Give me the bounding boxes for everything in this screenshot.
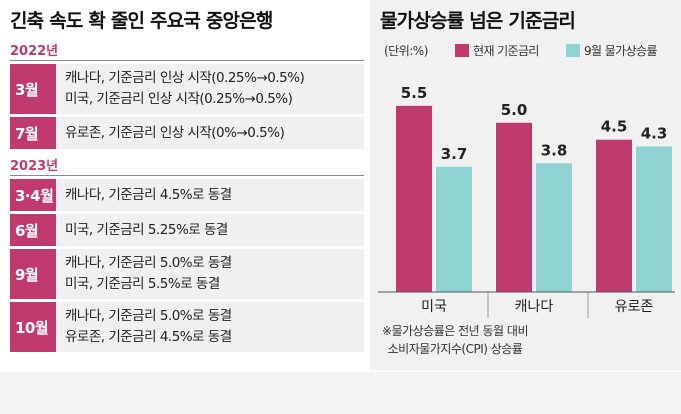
divider-rule bbox=[10, 175, 364, 176]
unit-label: (단위:%) bbox=[384, 44, 428, 58]
event-text: 미국, 기준금리 5.25%로 동결 bbox=[65, 221, 228, 238]
year-label-2022: 2022년 bbox=[10, 44, 59, 59]
event-text: 캐나다, 기준금리 인상 시작(0.25%→0.5%) bbox=[65, 70, 305, 86]
left-panel-title: 긴축 속도 확 줄인 주요국 중앙은행 bbox=[10, 10, 273, 32]
footnote: ※물가상승률은 전년 동월 대비 소비자물가지수(CPI) 상승률 bbox=[382, 322, 528, 358]
bar bbox=[536, 163, 572, 292]
footnote-line: ※물가상승률은 전년 동월 대비 bbox=[382, 324, 528, 338]
legend-swatch bbox=[455, 44, 469, 57]
timeline-row: 10월 캐나다, 기준금리 5.0%로 동결 유로존, 기준금리 4.5%로 동… bbox=[10, 302, 364, 352]
month-label: 6월 bbox=[10, 214, 56, 246]
category-label: 미국 bbox=[421, 299, 447, 315]
bar bbox=[636, 146, 672, 292]
bar bbox=[436, 166, 472, 292]
data-label: 5.5 bbox=[401, 84, 428, 102]
data-label: 3.7 bbox=[441, 145, 468, 163]
legend-swatch bbox=[566, 44, 580, 57]
bar-chart: 5.5 3.7 미국 5.0 3.8 캐나다 4.5 4.3 유로존 bbox=[378, 84, 675, 318]
legend-label: 현재 기준금리 bbox=[473, 44, 539, 58]
event-text: 캐나다, 기준금리 5.0%로 동결 bbox=[65, 308, 232, 324]
event-list: 캐나다, 기준금리 5.0%로 동결 미국, 기준금리 5.5%로 동결 bbox=[56, 249, 364, 299]
data-label: 4.3 bbox=[641, 124, 668, 142]
timeline-row: 7월 유로존, 기준금리 인상 시작(0%→0.5%) bbox=[10, 117, 364, 149]
bar bbox=[496, 122, 532, 293]
event-text: 유로존, 기준금리 인상 시작(0%→0.5%) bbox=[65, 124, 285, 141]
month-label: 9월 bbox=[10, 249, 56, 299]
event-text: 캐나다, 기준금리 4.5%로 동결 bbox=[65, 186, 232, 203]
event-list: 유로존, 기준금리 인상 시작(0%→0.5%) bbox=[56, 117, 364, 149]
legend-label: 9월 물가상승률 bbox=[584, 44, 657, 58]
bottom-band bbox=[0, 372, 681, 414]
event-text: 미국, 기준금리 인상 시작(0.25%→0.5%) bbox=[65, 91, 293, 107]
data-label: 3.8 bbox=[541, 141, 568, 159]
bar bbox=[396, 105, 432, 292]
event-list: 미국, 기준금리 5.25%로 동결 bbox=[56, 214, 364, 246]
bar bbox=[596, 139, 632, 292]
year-label-2023: 2023년 bbox=[10, 159, 59, 174]
event-list: 캐나다, 기준금리 4.5%로 동결 bbox=[56, 179, 364, 211]
chart-title: 물가상승률 넘은 기준금리 bbox=[380, 10, 576, 32]
month-label: 3·4월 bbox=[10, 179, 56, 211]
month-label: 7월 bbox=[10, 117, 56, 149]
legend-entry-inflation: 9월 물가상승률 bbox=[566, 42, 657, 59]
month-label: 10월 bbox=[10, 302, 56, 352]
category-label: 캐나다 bbox=[515, 299, 554, 315]
legend-entry-base-rate: 현재 기준금리 bbox=[455, 42, 539, 59]
footnote-line: 소비자물가지수(CPI) 상승률 bbox=[387, 342, 523, 356]
right-panel: 물가상승률 넘은 기준금리 (단위:%) 현재 기준금리 9월 물가상승률 5.… bbox=[370, 0, 681, 370]
data-label: 5.0 bbox=[501, 101, 528, 119]
month-label: 3월 bbox=[10, 64, 56, 114]
event-text: 유로존, 기준금리 4.5%로 동결 bbox=[65, 329, 232, 345]
event-text: 미국, 기준금리 5.5%로 동결 bbox=[65, 276, 220, 292]
timeline-row: 3·4월 캐나다, 기준금리 4.5%로 동결 bbox=[10, 179, 364, 211]
timeline-row: 3월 캐나다, 기준금리 인상 시작(0.25%→0.5%) 미국, 기준금리 … bbox=[10, 64, 364, 114]
event-list: 캐나다, 기준금리 인상 시작(0.25%→0.5%) 미국, 기준금리 인상 … bbox=[56, 64, 364, 114]
event-text: 캐나다, 기준금리 5.0%로 동결 bbox=[65, 255, 232, 271]
category-label: 유로존 bbox=[615, 299, 654, 315]
left-panel: 긴축 속도 확 줄인 주요국 중앙은행 2022년 3월 캐나다, 기준금리 인… bbox=[0, 0, 365, 370]
event-list: 캐나다, 기준금리 5.0%로 동결 유로존, 기준금리 4.5%로 동결 bbox=[56, 302, 364, 352]
timeline-row: 6월 미국, 기준금리 5.25%로 동결 bbox=[10, 214, 364, 246]
data-label: 4.5 bbox=[601, 118, 628, 136]
timeline-row: 9월 캐나다, 기준금리 5.0%로 동결 미국, 기준금리 5.5%로 동결 bbox=[10, 249, 364, 299]
divider-rule bbox=[10, 60, 364, 61]
